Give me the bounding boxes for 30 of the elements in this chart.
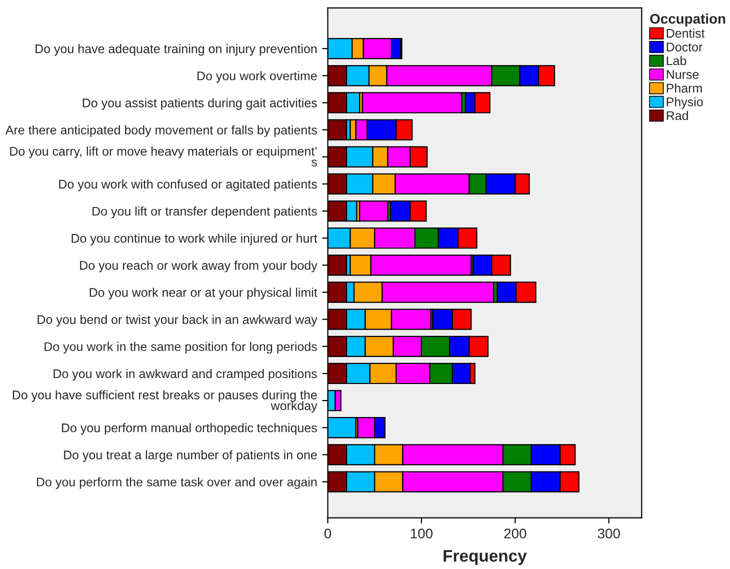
- legend-title: Occupation: [650, 14, 726, 26]
- y-tick-label: Do you work in awkward and cramped positions: [54, 368, 317, 381]
- y-tick-label: Do you have adequate training on injury prevention: [36, 44, 317, 56]
- x-tick-label: 300: [598, 528, 620, 538]
- y-tick-label: Do you lift or transfer dependent patients: [92, 206, 317, 218]
- y-tick-label: Do you treat a large number of patients in one: [64, 450, 317, 462]
- y-tick-label: Do you assist patients during gait activities: [82, 98, 317, 110]
- y-tick-label: Do you perform manual orthopedic techniques: [62, 423, 317, 435]
- legend-label: Nurse: [666, 70, 699, 79]
- y-tick-label: Do you carry, lift or move heavy materials or equipment’ s: [10, 146, 317, 166]
- x-tick-label: 0: [324, 528, 332, 538]
- y-tick-label: Do you perform the same task over and over again: [37, 477, 317, 489]
- x-tick-label: 200: [504, 528, 526, 538]
- legend-label: Pharm: [666, 83, 702, 93]
- y-tick-label: Do you work with confused or agitated patients: [59, 179, 317, 192]
- x-tick-label: 100: [410, 528, 433, 538]
- y-tick-label: Do you work in the same position for long periods: [44, 342, 317, 354]
- y-tick-label: Do you work overtime: [198, 71, 317, 83]
- y-tick-label: Do you reach or work away from your body: [80, 260, 318, 272]
- legend-label: Dentist: [666, 28, 705, 38]
- y-tick-label: Do you work near or at your physical limit: [90, 288, 318, 300]
- y-tick-label: Do you have sufficient rest breaks or pauses during the workday: [12, 390, 318, 413]
- x-axis-title: Frequency: [444, 550, 527, 566]
- y-tick-label: Are there anticipated body movement or falls by patients: [5, 125, 317, 137]
- legend-label: Lab: [666, 56, 686, 66]
- legend-label: Physio: [666, 97, 703, 109]
- legend-label: Rad: [666, 110, 688, 120]
- y-tick-label: Do you continue to work while injured or hurt: [72, 234, 318, 246]
- y-tick-label: Do you bend or twist your back in an awkward way: [38, 314, 318, 326]
- legend-label: Doctor: [666, 42, 702, 52]
